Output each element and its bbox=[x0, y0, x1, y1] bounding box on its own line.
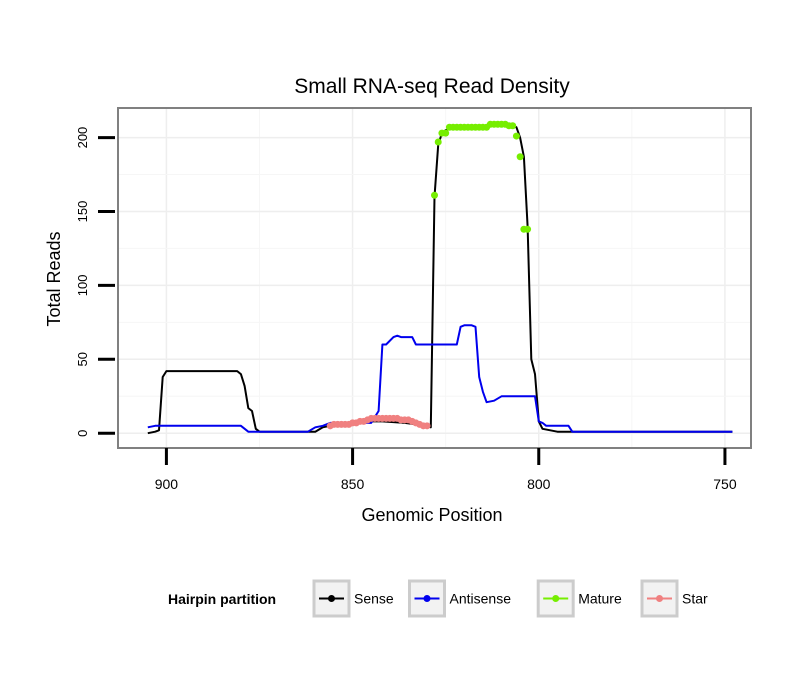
legend-label-mature: Mature bbox=[578, 591, 622, 607]
y-tick-label: 50 bbox=[75, 352, 90, 366]
x-tick-label: 850 bbox=[341, 476, 365, 492]
grid-layer bbox=[118, 108, 751, 448]
plot-panel bbox=[117, 107, 752, 449]
data-point-star bbox=[423, 422, 431, 430]
legend-label-star: Star bbox=[682, 591, 708, 607]
y-tick-label: 200 bbox=[75, 127, 90, 149]
series-mature bbox=[431, 120, 532, 233]
y-axis-label: Total Reads bbox=[44, 231, 64, 326]
y-tick-label: 150 bbox=[75, 201, 90, 223]
legend-title: Hairpin partition bbox=[168, 591, 276, 607]
legend-key-point bbox=[656, 595, 663, 602]
x-tick-label: 750 bbox=[713, 476, 737, 492]
legend-label-sense: Sense bbox=[354, 591, 394, 607]
x-axis-label: Genomic Position bbox=[361, 505, 502, 525]
legend-label-antisense: Antisense bbox=[450, 591, 512, 607]
data-point-mature bbox=[516, 153, 524, 161]
legend-key-point bbox=[328, 595, 335, 602]
data-point-mature bbox=[434, 138, 442, 146]
legend-item-mature: Mature bbox=[536, 579, 622, 618]
data-point-mature bbox=[524, 225, 532, 233]
series-star bbox=[326, 414, 431, 430]
chart-title: Small RNA-seq Read Density bbox=[294, 75, 570, 98]
legend-item-sense: Sense bbox=[312, 579, 394, 618]
y-tick-label: 100 bbox=[75, 275, 90, 297]
legend-key-point bbox=[552, 595, 560, 602]
legend-item-antisense: Antisense bbox=[408, 579, 512, 618]
series-layer bbox=[147, 120, 733, 435]
series-sense bbox=[147, 124, 733, 435]
legend-key-point bbox=[423, 595, 431, 602]
data-point-mature bbox=[431, 191, 438, 199]
axes-layer: 900 850 800 750 0 50 100 150 200 bbox=[75, 127, 737, 492]
data-point-mature bbox=[509, 122, 517, 130]
legend-item-star: Star bbox=[640, 579, 708, 618]
x-tick-label: 800 bbox=[527, 476, 551, 492]
x-tick-label: 900 bbox=[155, 476, 179, 492]
legend: Hairpin partition Sense Antisense Mature St… bbox=[168, 579, 708, 618]
data-point-mature bbox=[442, 129, 450, 137]
series-line-antisense bbox=[147, 324, 733, 433]
data-point-mature bbox=[512, 132, 520, 140]
series-antisense bbox=[147, 324, 733, 433]
y-tick-label: 0 bbox=[75, 430, 90, 437]
series-line-sense bbox=[147, 124, 733, 435]
